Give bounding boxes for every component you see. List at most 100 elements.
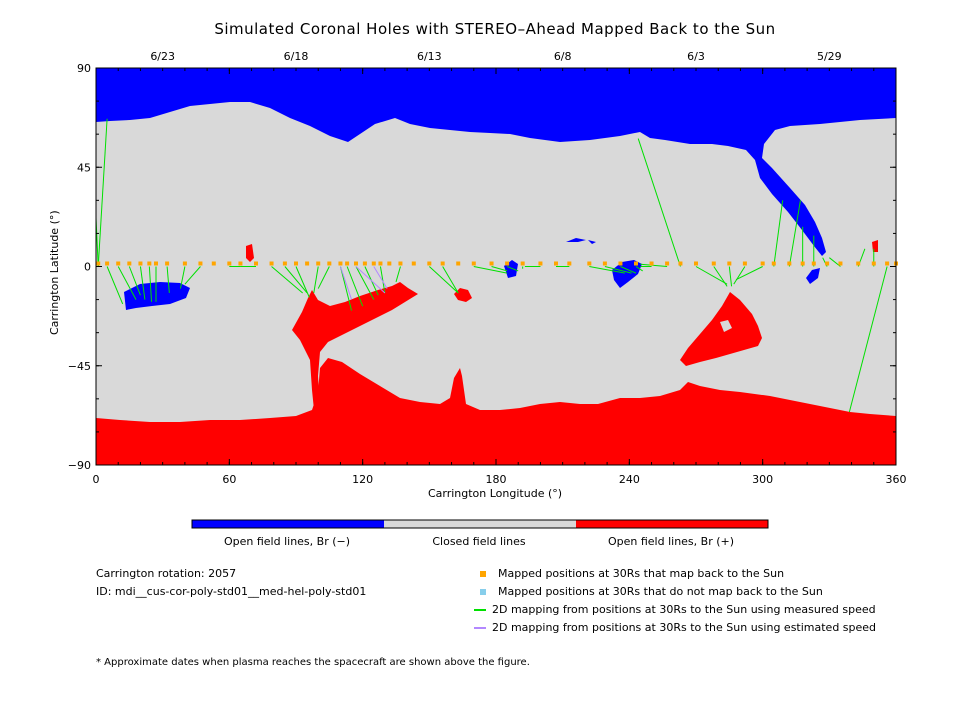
colorbar-label-closed: Closed field lines bbox=[432, 535, 526, 548]
measured-mapping-line bbox=[355, 266, 375, 300]
measured-mapping-line bbox=[695, 266, 728, 285]
measured-mapping-line bbox=[728, 266, 733, 287]
measured-mapping-line bbox=[637, 138, 681, 267]
top-date-label: 6/18 bbox=[284, 50, 309, 63]
negative-hole-c bbox=[612, 260, 642, 288]
colorbar-open-positive bbox=[576, 520, 768, 528]
mapped-position-point bbox=[427, 261, 432, 266]
mapped-position-point bbox=[294, 261, 298, 266]
measured-mapping-line bbox=[428, 266, 459, 294]
negative-hole-a bbox=[124, 282, 190, 310]
run-id: ID: mdi__cus-cor-poly-std01__med-hel-pol… bbox=[96, 585, 367, 598]
top-date-label: 5/29 bbox=[817, 50, 842, 63]
y-tick-label: 0 bbox=[84, 261, 91, 274]
measured-mapping-line bbox=[148, 266, 153, 302]
mapped-position-point bbox=[634, 261, 638, 266]
mapped-position-point bbox=[371, 261, 376, 266]
mapped-position-point bbox=[678, 261, 683, 266]
footnote: * Approximate dates when plasma reaches … bbox=[96, 657, 530, 668]
legend-estimated-speed: 2D mapping from positions at 30Rs to the… bbox=[474, 621, 876, 634]
x-tick-label: 0 bbox=[93, 473, 100, 486]
mapped-position-point bbox=[327, 261, 332, 266]
mapped-position-point bbox=[138, 261, 143, 266]
measured-mapping-line bbox=[117, 266, 137, 300]
mapped-position-point bbox=[198, 261, 203, 266]
mapped-position-point bbox=[520, 261, 525, 266]
measured-mapping-line bbox=[295, 266, 310, 298]
x-tick-label: 240 bbox=[619, 473, 640, 486]
x-axis-label: Carrington Longitude (°) bbox=[427, 487, 563, 500]
mapped-position-point bbox=[440, 261, 445, 266]
mapped-position-point bbox=[649, 261, 654, 266]
x-tick-label: 120 bbox=[352, 473, 373, 486]
mapped-position-point bbox=[105, 261, 110, 266]
positive-spot-b bbox=[872, 240, 878, 252]
mapped-position-point bbox=[771, 261, 776, 266]
x-tick-label: 180 bbox=[486, 473, 507, 486]
measured-mapping-line bbox=[735, 266, 763, 281]
colorbar-closed bbox=[384, 520, 576, 528]
mapped-position-point bbox=[471, 261, 476, 266]
mapped-position-point bbox=[505, 261, 510, 266]
measured-mapping-line bbox=[106, 266, 124, 305]
mapped-position-point bbox=[800, 261, 805, 266]
mapped-position-point bbox=[787, 261, 792, 266]
positive-region bbox=[680, 292, 762, 366]
mapped-position-point bbox=[362, 261, 367, 266]
mapped-position-point bbox=[398, 261, 403, 266]
x-tick-label: 360 bbox=[886, 473, 907, 486]
mapped-position-point bbox=[554, 261, 558, 266]
mapped-position-point bbox=[618, 261, 623, 266]
mapped-position-point bbox=[354, 261, 358, 266]
purple-line-icon bbox=[474, 626, 486, 629]
mapped-position-point bbox=[665, 261, 670, 266]
y-tick-label: 90 bbox=[77, 62, 91, 75]
measured-mapping-line bbox=[395, 266, 401, 283]
measured-mapping-line bbox=[184, 266, 201, 285]
measured-mapping-line bbox=[620, 266, 637, 274]
carrington-rotation: Carrington rotation: 2057 bbox=[96, 567, 237, 580]
lightblue-square-icon bbox=[480, 588, 486, 595]
measured-mapping-line bbox=[491, 266, 508, 272]
estimated-mapping-line bbox=[355, 266, 386, 294]
y-axis-label: Carrington Latitude (°) bbox=[48, 210, 61, 335]
measured-mapping-line bbox=[346, 266, 364, 307]
mapped-position-point bbox=[885, 261, 890, 266]
mapped-position-point bbox=[182, 261, 187, 266]
x-tick-label: 300 bbox=[752, 473, 773, 486]
south-polar-hole bbox=[96, 358, 896, 465]
y-tick-label: 45 bbox=[77, 161, 91, 174]
mapped-position-point bbox=[711, 261, 716, 266]
mapped-position-point bbox=[227, 261, 232, 266]
mapped-position-point bbox=[411, 261, 416, 266]
legend-mapped-back: Mapped positions at 30Rs that map back t… bbox=[480, 567, 784, 580]
mapped-position-point bbox=[538, 261, 543, 266]
positive-band bbox=[292, 282, 418, 410]
mapped-position-point bbox=[316, 261, 321, 266]
measured-mapping-line bbox=[442, 266, 459, 294]
mapped-position-point bbox=[838, 261, 843, 266]
mapped-position-point bbox=[489, 261, 494, 266]
colorbar-open-negative bbox=[192, 520, 384, 528]
measured-mapping-line bbox=[271, 266, 303, 294]
negative-hole-d bbox=[806, 268, 820, 284]
measured-mapping-line bbox=[317, 266, 330, 289]
measured-mapping-line bbox=[506, 266, 519, 272]
legend-measured-speed: 2D mapping from positions at 30Rs to the… bbox=[474, 603, 876, 616]
mapped-position-point bbox=[211, 261, 216, 266]
measured-mapping-line bbox=[604, 266, 632, 274]
top-date-label: 6/23 bbox=[150, 50, 175, 63]
measured-mapping-line bbox=[97, 118, 108, 267]
mapped-position-point bbox=[116, 261, 121, 266]
mapped-position-point bbox=[825, 261, 830, 266]
mapped-position-point bbox=[269, 261, 274, 266]
mapped-position-point bbox=[96, 261, 101, 266]
colorbar bbox=[191, 519, 769, 529]
x-tick-label: 60 bbox=[222, 473, 236, 486]
mapped-position-point bbox=[811, 261, 816, 266]
green-line-icon bbox=[474, 608, 486, 611]
y-tick-label: −90 bbox=[68, 459, 91, 472]
north-polar-hole bbox=[96, 68, 896, 256]
measured-mapping-line bbox=[640, 263, 668, 267]
